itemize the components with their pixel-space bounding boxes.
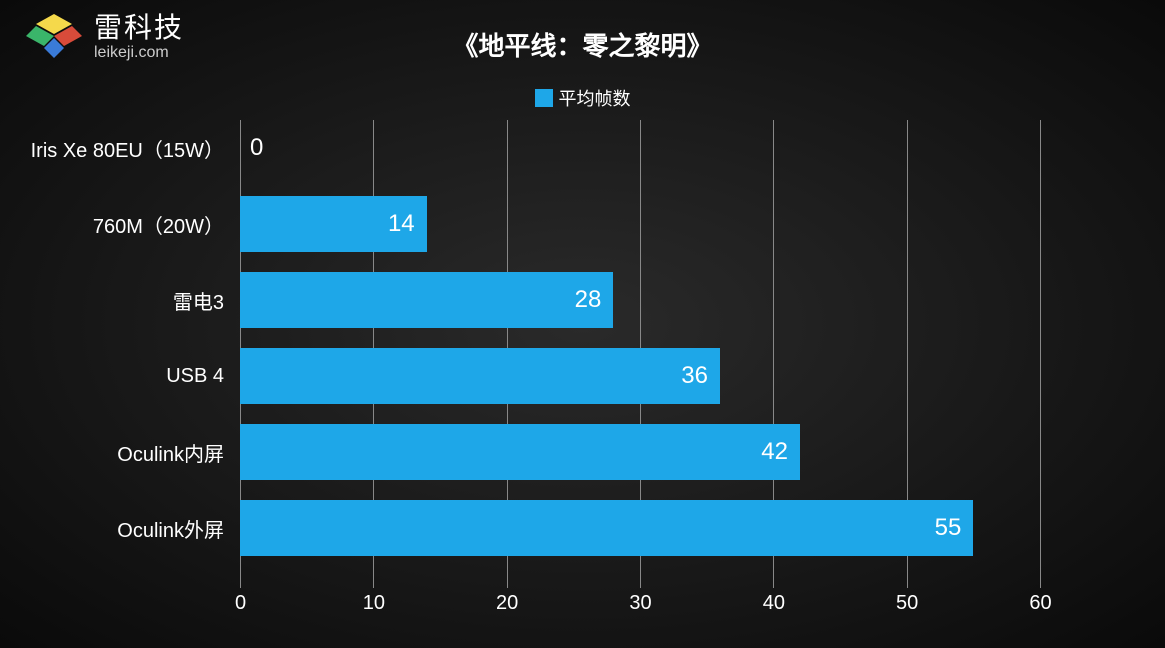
plot-area: 0102030405060Iris Xe 80EU（15W）0760M（20W）… [240, 120, 1040, 580]
bar-value: 42 [761, 438, 788, 466]
category-label: Oculink内屏 [117, 438, 224, 467]
legend-label: 平均帧数 [559, 89, 631, 109]
chart-legend: 平均帧数 [0, 85, 1165, 111]
x-tick: 0 [240, 580, 241, 588]
x-tick: 40 [773, 580, 774, 588]
x-tick: 10 [373, 580, 374, 588]
bar-row: 雷电328 [240, 272, 613, 328]
bar: 55 [240, 500, 973, 556]
category-label: USB 4 [166, 365, 224, 388]
x-tick-label: 10 [363, 592, 385, 615]
bar-value: 14 [388, 210, 415, 238]
bar-row: Oculink内屏42 [240, 424, 800, 480]
bar-value: 0 [250, 134, 263, 162]
category-label: 雷电3 [173, 286, 224, 315]
x-tick-label: 40 [763, 592, 785, 615]
x-tick-label: 30 [629, 592, 651, 615]
x-tick-label: 0 [235, 592, 246, 615]
gridline [1040, 120, 1041, 580]
chart-title: 《地平线：零之黎明》 [0, 26, 1165, 63]
bar-value: 28 [575, 286, 602, 314]
bar-row: 760M（20W）14 [240, 196, 427, 252]
bar-value: 55 [935, 514, 962, 542]
bar: 14 [240, 196, 427, 252]
x-tick: 20 [507, 580, 508, 588]
bar: 28 [240, 272, 613, 328]
x-tick: 60 [1040, 580, 1041, 588]
x-tick: 50 [907, 580, 908, 588]
x-tick-label: 50 [896, 592, 918, 615]
bar-row: Oculink外屏55 [240, 500, 973, 556]
x-tick: 30 [640, 580, 641, 588]
category-label: Oculink外屏 [117, 514, 224, 543]
legend-swatch [535, 89, 553, 107]
chart-area: 0102030405060Iris Xe 80EU（15W）0760M（20W）… [240, 120, 1040, 580]
x-tick-label: 60 [1029, 592, 1051, 615]
category-label: 760M（20W） [93, 210, 224, 239]
bar-row: USB 436 [240, 348, 720, 404]
x-tick-label: 20 [496, 592, 518, 615]
bar: 36 [240, 348, 720, 404]
category-label: Iris Xe 80EU（15W） [31, 134, 224, 163]
bar-value: 36 [681, 362, 708, 390]
bar: 42 [240, 424, 800, 480]
